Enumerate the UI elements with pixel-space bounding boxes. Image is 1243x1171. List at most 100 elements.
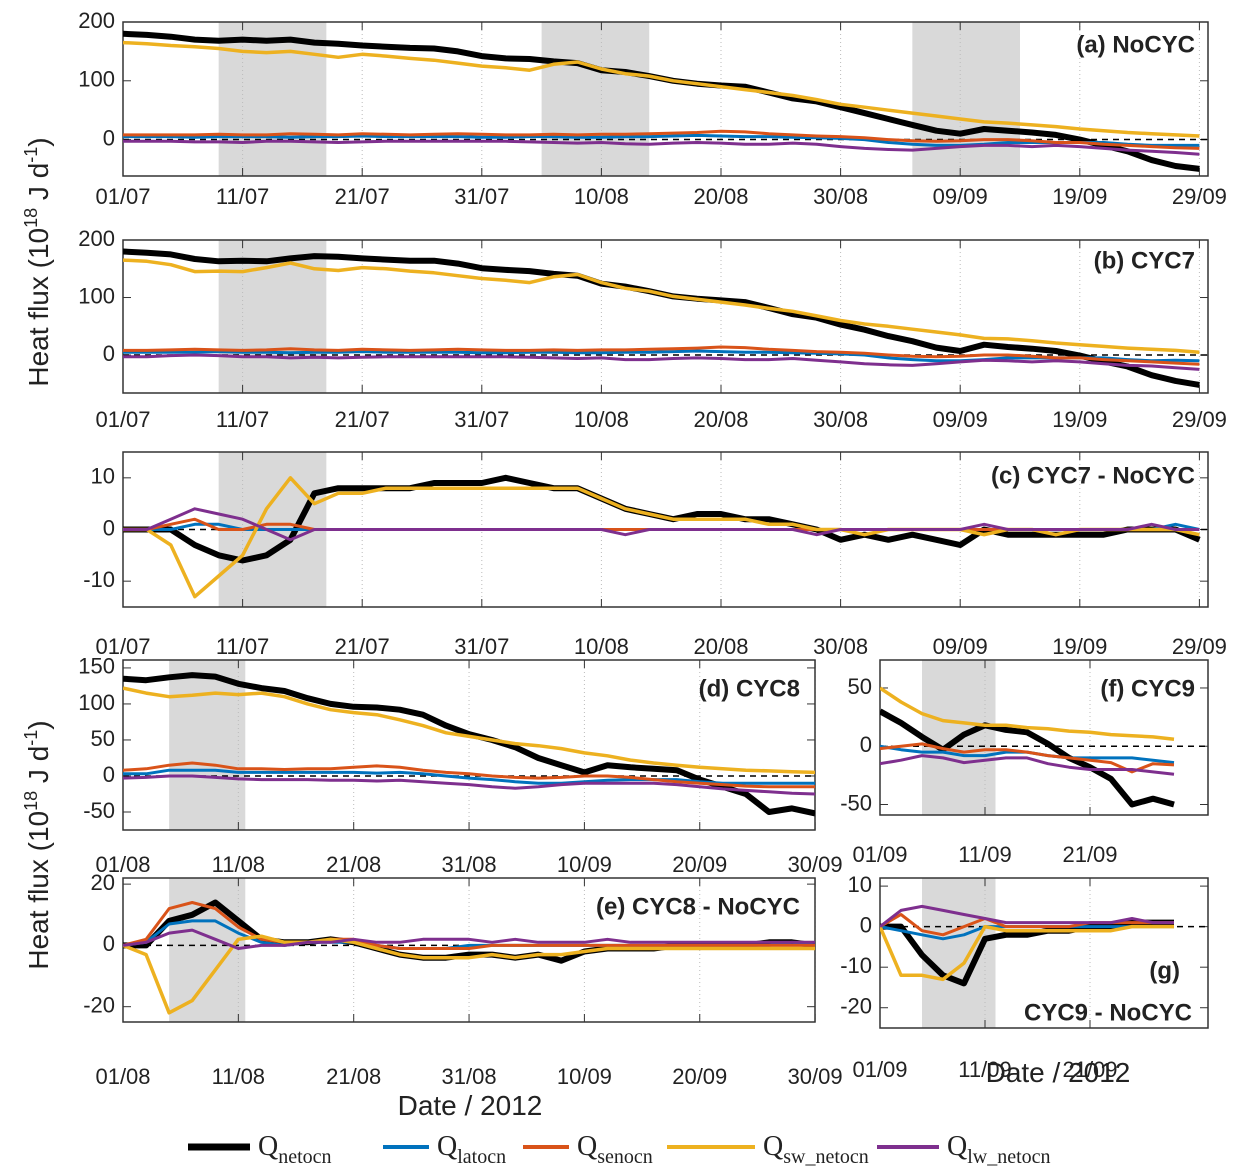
- x-tick-label: 01/08: [95, 1064, 150, 1089]
- x-tick-label: 31/07: [454, 407, 509, 432]
- y-label-close: ): [23, 720, 54, 729]
- series-line: [880, 754, 1175, 776]
- y-tick-label: 50: [91, 726, 115, 751]
- x-tick-label: 30/08: [813, 184, 868, 209]
- lines: [123, 30, 1200, 172]
- y-label-text: Heat flux (10: [23, 228, 54, 387]
- x-tick-label: 30/08: [813, 634, 868, 659]
- x-tick-label: 10/08: [574, 184, 629, 209]
- x-tick-label: 20/08: [693, 184, 748, 209]
- x-tick-label: 09/09: [933, 184, 988, 209]
- panel-title: (b) CYC7: [1094, 247, 1195, 274]
- x-tick-label: 30/08: [813, 407, 868, 432]
- x-tick-label: 29/09: [1172, 184, 1227, 209]
- y-tick-label: 50: [848, 674, 872, 699]
- x-tick-label: 31/07: [454, 634, 509, 659]
- legend-label: Qsenocn: [577, 1131, 653, 1168]
- axes-frame: [879, 877, 1209, 1029]
- legend-subscript: latocn: [457, 1146, 506, 1168]
- x-tick-label: 10/09: [557, 852, 612, 877]
- x-tick-label: 29/09: [1172, 634, 1227, 659]
- x-tick-label: 20/09: [672, 852, 727, 877]
- x-tick-label: 19/09: [1052, 407, 1107, 432]
- x-tick-label: 01/09: [852, 1057, 907, 1082]
- x-tick-label: 21/08: [326, 1064, 381, 1089]
- series-line: [123, 345, 1200, 366]
- panel: 01/07 11/07 21/07 31/07 10/08 20/08 30/08 09/09…: [78, 226, 1227, 432]
- y-tick-label: 10: [91, 464, 115, 489]
- panel-title: (f) CYC9: [1100, 675, 1195, 702]
- axes-frame: [122, 239, 1209, 394]
- x-tick-label: 11/09: [958, 1057, 1011, 1082]
- y-label-unit: J d: [23, 746, 54, 791]
- x-tick-label: 29/09: [1172, 407, 1227, 432]
- series-line: [123, 901, 815, 950]
- series-line: [123, 686, 815, 775]
- x-tick-label: 19/09: [1052, 634, 1107, 659]
- lines: [123, 899, 815, 1015]
- x-tick-label: 21/09: [1062, 842, 1117, 867]
- legend: Qnetocn Qlatocn Qsenocn Qsw_netocn Qlw_netoc…: [188, 1131, 1051, 1168]
- shaded-period: [912, 22, 1020, 176]
- x-tick-label: 20/08: [693, 407, 748, 432]
- series-line: [123, 139, 1200, 156]
- legend-symbol: Q: [258, 1131, 278, 1162]
- legend-symbol: Q: [577, 1131, 597, 1162]
- x-tick-label: 10/08: [574, 407, 629, 432]
- panel: 01/09 11/09 21/09 -50 0 50 (f) CYC9: [840, 659, 1209, 867]
- y-label-unit-exponent: -1: [21, 730, 41, 746]
- shaded-period: [169, 660, 246, 830]
- y-tick-label: 100: [78, 67, 115, 92]
- series-line: [123, 928, 815, 950]
- x-tick-label: 11/08: [212, 852, 265, 877]
- y-tick-label: 100: [78, 283, 115, 308]
- y-axis-label: Heat flux (1018 J d-1): [21, 137, 54, 386]
- legend-label: Qlatocn: [437, 1131, 506, 1168]
- lines: [880, 904, 1174, 987]
- series-line: [123, 353, 1200, 371]
- x-tick-label: 01/08: [95, 852, 150, 877]
- series-line: [123, 761, 815, 789]
- y-tick-label: 150: [78, 654, 115, 679]
- y-label-unit: J d: [23, 163, 54, 208]
- series-line: [123, 129, 1200, 150]
- x-tick-label: 11/07: [216, 634, 269, 659]
- x-tick-label: 01/07: [95, 184, 150, 209]
- axes-frame: [122, 659, 816, 831]
- lines: [123, 474, 1201, 599]
- x-tick-label: 19/09: [1052, 184, 1107, 209]
- series-line: [123, 507, 1200, 542]
- y-tick-label: 0: [103, 341, 115, 366]
- y-label-unit-exponent: -1: [21, 147, 41, 163]
- legend-subscript: netocn: [278, 1146, 331, 1168]
- shaded-period: [169, 878, 246, 1022]
- legend-label: Qsw_netocn: [763, 1131, 869, 1168]
- y-tick-label: 10: [848, 872, 872, 897]
- y-tick-label: -10: [83, 567, 115, 592]
- x-tick-label: 31/07: [454, 184, 509, 209]
- x-tick-label: 21/07: [335, 634, 390, 659]
- x-tick-label: 10/08: [574, 634, 629, 659]
- series-line: [880, 904, 1174, 928]
- y-tick-label: 0: [860, 732, 872, 757]
- panel-title: (a) NoCYC: [1076, 31, 1195, 58]
- x-axis-label: Date / 2012: [398, 1090, 543, 1121]
- series-line: [123, 40, 1200, 138]
- x-tick-label: 09/09: [933, 634, 988, 659]
- x-axis-label: Date / 2012: [986, 1057, 1131, 1088]
- series-line: [880, 924, 1174, 982]
- series-line: [123, 258, 1200, 354]
- y-tick-label: -50: [840, 790, 872, 815]
- x-tick-label: 21/08: [326, 852, 381, 877]
- panel: 01/08 11/08 21/08 31/08 10/09 20/09 30/09 -50 0 5…: [78, 654, 842, 877]
- panel-title: (d) CYC8: [699, 675, 800, 702]
- x-tick-label: 11/07: [216, 407, 269, 432]
- y-tick-label: 100: [78, 690, 115, 715]
- y-tick-label: -10: [840, 953, 872, 978]
- x-tick-label: 01/09: [852, 842, 907, 867]
- x-tick-label: 30/09: [788, 1064, 843, 1089]
- legend-symbol: Q: [763, 1131, 783, 1162]
- x-tick-label: 01/07: [95, 407, 150, 432]
- x-tick-label: 31/08: [442, 1064, 497, 1089]
- x-tick-label: 21/09: [1062, 1057, 1117, 1082]
